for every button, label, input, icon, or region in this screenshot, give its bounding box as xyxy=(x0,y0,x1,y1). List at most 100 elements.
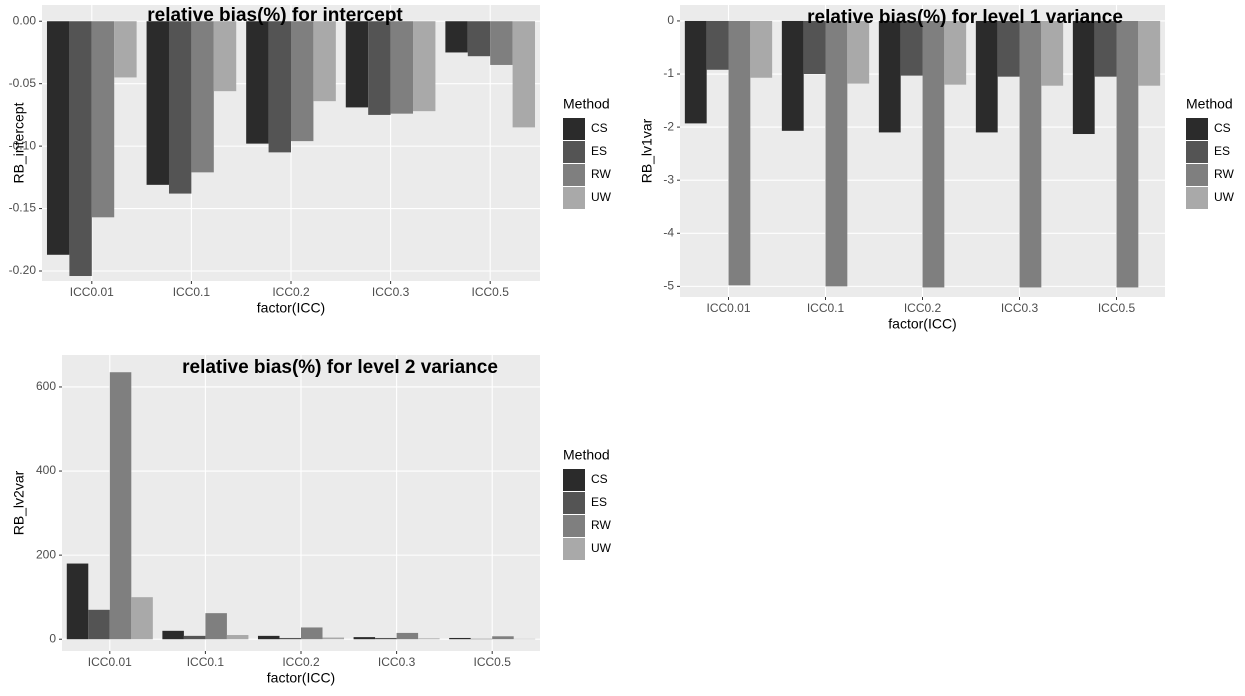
bar xyxy=(368,21,391,115)
bar xyxy=(900,20,923,76)
bar xyxy=(183,635,206,640)
chart-title: relative bias(%) for level 2 variance xyxy=(182,357,498,378)
y-tick-label: 400 xyxy=(36,463,56,477)
y-tick-label: -1 xyxy=(663,66,674,80)
legend-key xyxy=(563,141,585,163)
bar xyxy=(162,630,184,640)
legend-label: CS xyxy=(1214,121,1231,135)
bar xyxy=(449,637,471,640)
x-axis-label: factor(ICC) xyxy=(888,316,956,332)
legend-label: RW xyxy=(591,518,611,532)
legend-key xyxy=(1186,141,1208,163)
bar xyxy=(322,637,345,640)
legend-label: UW xyxy=(591,190,612,204)
x-tick-label: ICC0.2 xyxy=(282,655,320,669)
bar xyxy=(1072,20,1095,135)
legend-label: RW xyxy=(591,167,611,181)
bar xyxy=(301,627,323,640)
y-tick-label: -3 xyxy=(663,172,674,186)
x-tick-label: ICC0.1 xyxy=(173,285,211,299)
bar xyxy=(781,20,804,131)
legend-label: ES xyxy=(591,144,607,158)
bar xyxy=(413,21,436,112)
bar xyxy=(131,597,153,640)
legend-key xyxy=(563,118,585,140)
bar xyxy=(257,635,280,640)
bar xyxy=(803,20,826,75)
bar xyxy=(878,20,901,133)
bar xyxy=(291,21,314,142)
bar xyxy=(975,20,998,133)
bar xyxy=(922,20,945,288)
bar xyxy=(205,613,227,640)
legend-label: CS xyxy=(591,121,608,135)
y-tick-label: 0 xyxy=(667,13,674,27)
x-tick-label: ICC0.2 xyxy=(904,301,942,315)
x-tick-label: ICC0.3 xyxy=(378,655,416,669)
bar xyxy=(268,21,291,153)
bar xyxy=(66,563,89,640)
y-axis-label: RB_intercept xyxy=(11,102,27,183)
legend-key xyxy=(563,492,585,514)
bar xyxy=(825,20,848,287)
legend-key xyxy=(563,515,585,537)
legend-label: UW xyxy=(591,541,612,555)
bar xyxy=(213,21,237,92)
bar xyxy=(1138,20,1161,86)
bar xyxy=(1019,20,1042,288)
bar xyxy=(313,21,336,102)
y-tick-label: -0.20 xyxy=(9,263,37,277)
bar xyxy=(226,635,249,640)
x-tick-label: ICC0.01 xyxy=(88,655,132,669)
bar xyxy=(944,20,967,85)
y-tick-label: 0.00 xyxy=(13,13,37,27)
bar xyxy=(279,637,301,640)
bar xyxy=(69,21,92,277)
bar xyxy=(396,632,419,640)
bar xyxy=(445,21,468,53)
bar xyxy=(1041,20,1064,86)
bar xyxy=(168,21,192,194)
bar xyxy=(246,21,269,144)
bar xyxy=(390,21,414,114)
x-tick-label: ICC0.5 xyxy=(1098,301,1136,315)
y-tick-label: -0.15 xyxy=(9,201,37,215)
y-axis-label: RB_lv2var xyxy=(11,470,27,535)
x-tick-label: ICC0.5 xyxy=(474,655,512,669)
legend-key xyxy=(563,164,585,186)
chart-title: relative bias(%) for level 1 variance xyxy=(807,7,1123,28)
bar xyxy=(191,21,214,173)
bar xyxy=(847,20,870,84)
bar xyxy=(46,21,70,255)
legend-label: ES xyxy=(1214,144,1230,158)
bar xyxy=(114,21,137,78)
bar xyxy=(492,636,514,640)
bar xyxy=(467,21,491,57)
bar xyxy=(997,20,1020,77)
bar xyxy=(728,20,751,286)
bar xyxy=(418,638,440,640)
x-tick-label: ICC0.5 xyxy=(472,285,510,299)
legend-label: ES xyxy=(591,495,607,509)
y-tick-label: 0 xyxy=(49,631,56,645)
legend-key xyxy=(563,538,585,560)
legend-key xyxy=(563,469,585,491)
y-axis-label: RB_lv1var xyxy=(639,118,655,183)
bar xyxy=(375,637,397,640)
bar xyxy=(750,20,773,78)
bar xyxy=(512,21,536,128)
bar xyxy=(490,21,513,65)
x-tick-label: ICC0.3 xyxy=(372,285,410,299)
legend-key xyxy=(563,187,585,209)
y-tick-label: 200 xyxy=(36,547,56,561)
bar xyxy=(353,637,376,640)
legend-key xyxy=(1186,118,1208,140)
x-tick-label: ICC0.2 xyxy=(272,285,310,299)
y-tick-label: -5 xyxy=(663,279,674,293)
y-tick-label: -0.05 xyxy=(9,76,37,90)
y-tick-label: -4 xyxy=(663,225,674,239)
bar xyxy=(1116,20,1139,288)
x-tick-label: ICC0.3 xyxy=(1001,301,1039,315)
x-tick-label: ICC0.1 xyxy=(187,655,225,669)
